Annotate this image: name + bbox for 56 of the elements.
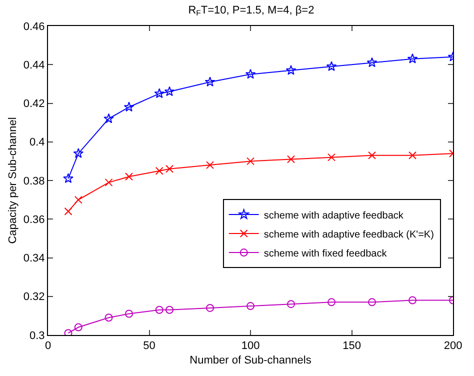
legend-label: scheme with adaptive feedback (K'=K) — [264, 229, 434, 240]
point — [155, 166, 164, 175]
point — [155, 306, 164, 314]
point — [73, 148, 84, 158]
y-tick-label: 0.3 — [30, 330, 45, 342]
y-tick-label: 0.36 — [23, 214, 45, 226]
point — [166, 306, 174, 314]
point — [104, 314, 113, 322]
y-tick-label: 0.32 — [23, 291, 45, 304]
point — [407, 53, 418, 64]
y-tick-label: 0.38 — [23, 175, 45, 188]
y-tick-label: 0.46 — [23, 20, 45, 33]
point — [287, 300, 295, 308]
point — [366, 57, 378, 68]
x-tick-label: 100 — [241, 340, 260, 352]
y-tick-label: 0.42 — [23, 98, 45, 110]
point — [74, 196, 82, 204]
y-tick-label: 0.34 — [23, 252, 45, 265]
point — [104, 178, 113, 186]
point — [204, 76, 216, 86]
x-tick-label: 200 — [444, 340, 462, 352]
point — [328, 298, 336, 306]
point — [124, 102, 134, 112]
point — [408, 151, 416, 160]
point — [206, 304, 214, 312]
point — [64, 207, 72, 216]
point — [74, 323, 82, 332]
point — [125, 310, 133, 318]
point — [408, 296, 416, 304]
point — [368, 298, 376, 306]
point — [104, 113, 114, 124]
point — [154, 88, 165, 98]
point — [164, 86, 175, 96]
point — [206, 161, 214, 170]
point — [125, 172, 133, 181]
x-tick-label: 0 — [44, 340, 52, 352]
point — [286, 65, 296, 75]
point — [246, 302, 254, 310]
x-axis-title: Number of Sub-channels — [190, 354, 312, 366]
x-tick-label: 50 — [143, 340, 156, 352]
y-tick-label: 0.4 — [30, 136, 45, 149]
point — [245, 68, 256, 79]
y-tick-label: 0.44 — [23, 59, 45, 72]
point — [328, 153, 336, 162]
point — [368, 151, 376, 160]
chart-title: R$_{F}$T=10, P=1.5, M=4, β=2 — [188, 4, 314, 18]
legend-label: scheme with adaptive feedback — [264, 210, 404, 222]
legend-label: scheme with fixed feedback — [264, 248, 388, 260]
x-tick-label: 150 — [342, 340, 361, 352]
point — [64, 329, 72, 335]
point — [166, 164, 174, 173]
point — [246, 157, 254, 166]
point — [287, 155, 295, 164]
point — [63, 173, 74, 184]
point — [326, 61, 337, 72]
y-axis-title: Capacity per Sub-channel — [7, 117, 20, 244]
